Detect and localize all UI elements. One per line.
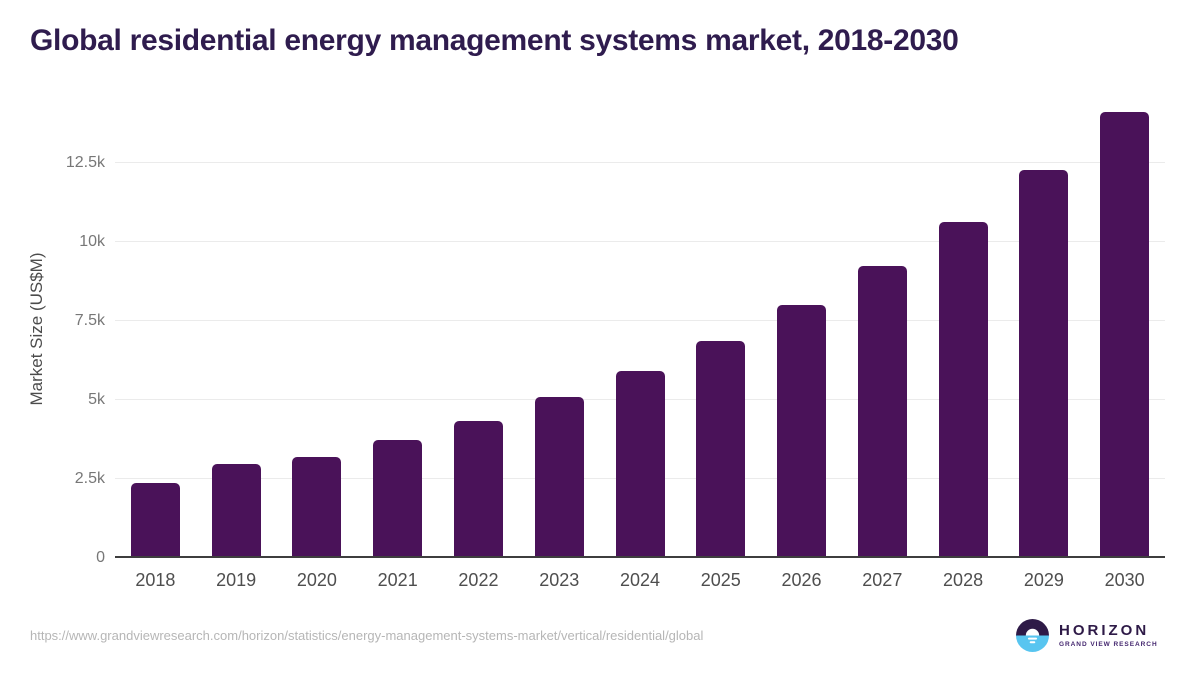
bar-2024[interactable] [615,371,665,558]
bar-2025[interactable] [696,341,746,558]
logo-title: HORIZON [1059,621,1150,639]
x-tick-2023: 2023 [539,570,580,590]
y-tick-12.5k: 12.5k [65,154,105,172]
y-tick-7.5k: 7.5k [74,312,105,330]
x-tick-2024: 2024 [619,570,661,590]
x-axis-line [115,556,1165,558]
bar-2030[interactable] [1100,112,1150,558]
bar-2028[interactable] [938,221,988,558]
plot-area: 0 2.5k 5k 7.5k 10k 12.5k 2018 2019 2020 2021 2022 2… [66,100,1165,590]
x-tick-2018: 2018 [135,570,176,590]
bar-2020[interactable] [292,457,342,558]
y-tick-10k: 10k [79,233,105,251]
x-tick-2029: 2029 [1023,570,1064,590]
bar-2027[interactable] [857,265,907,558]
x-tick-2025: 2025 [700,570,741,590]
x-tick-2027: 2027 [862,570,903,590]
chart-title: Global residential energy management sys… [30,24,959,57]
horizon-logo-text: HORIZON GRAND VIEW RESEARCH [1059,623,1158,649]
x-tick-2020: 2020 [296,570,337,590]
horizon-sun-icon [1016,619,1049,652]
gridline-12.5k [115,162,1165,164]
x-tick-2026: 2026 [781,570,822,590]
x-tick-2019: 2019 [216,570,257,590]
bar-2022[interactable] [453,421,503,558]
y-tick-2.5k: 2.5k [74,470,105,488]
logo-subtitle: GRAND VIEW RESEARCH [1059,640,1158,648]
gridline-10k [115,241,1165,243]
bar-2023[interactable] [534,396,584,558]
bar-2021[interactable] [373,440,423,558]
bar-2029[interactable] [1019,170,1069,558]
source-url: https://www.grandviewresearch.com/horizo… [30,628,704,643]
bar-2026[interactable] [777,305,827,558]
x-tick-2021: 2021 [377,570,418,590]
y-tick-0: 0 [96,549,105,566]
bar-2019[interactable] [211,464,261,558]
x-tick-2030: 2030 [1104,570,1145,590]
bar-2018[interactable] [130,483,180,558]
gridline-7.5k [115,320,1165,322]
y-axis-label: Market Size (US$M) [27,252,46,406]
y-tick-5k: 5k [88,391,105,409]
horizon-logo: HORIZON GRAND VIEW RESEARCH [1016,619,1158,652]
x-tick-2022: 2022 [458,570,499,590]
x-tick-2028: 2028 [943,570,984,590]
